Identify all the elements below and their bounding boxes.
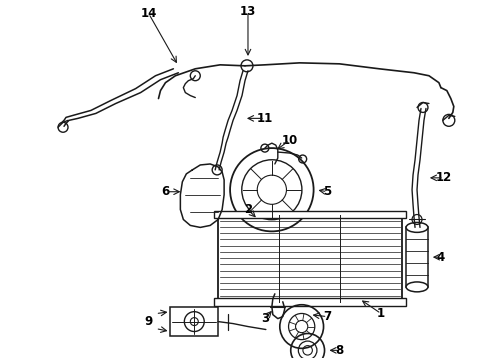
Text: 8: 8 [335,344,343,357]
Bar [214,298,406,306]
Bar [214,211,406,219]
Text: 6: 6 [161,185,170,198]
Text: 14: 14 [140,7,157,20]
Text: 11: 11 [257,112,273,125]
Text: 10: 10 [282,134,298,147]
Text: 4: 4 [437,251,445,264]
Text: 7: 7 [323,310,332,323]
Text: 1: 1 [377,307,385,320]
Text: 5: 5 [323,185,332,198]
Ellipse shape [406,222,428,232]
Text: 2: 2 [244,203,252,216]
Bar [171,307,218,337]
Text: 3: 3 [261,312,269,325]
Bar [218,215,402,302]
Ellipse shape [406,282,428,292]
Text: 12: 12 [436,171,452,184]
Bar [406,228,428,287]
Text: 9: 9 [145,315,153,328]
Text: 13: 13 [240,5,256,18]
